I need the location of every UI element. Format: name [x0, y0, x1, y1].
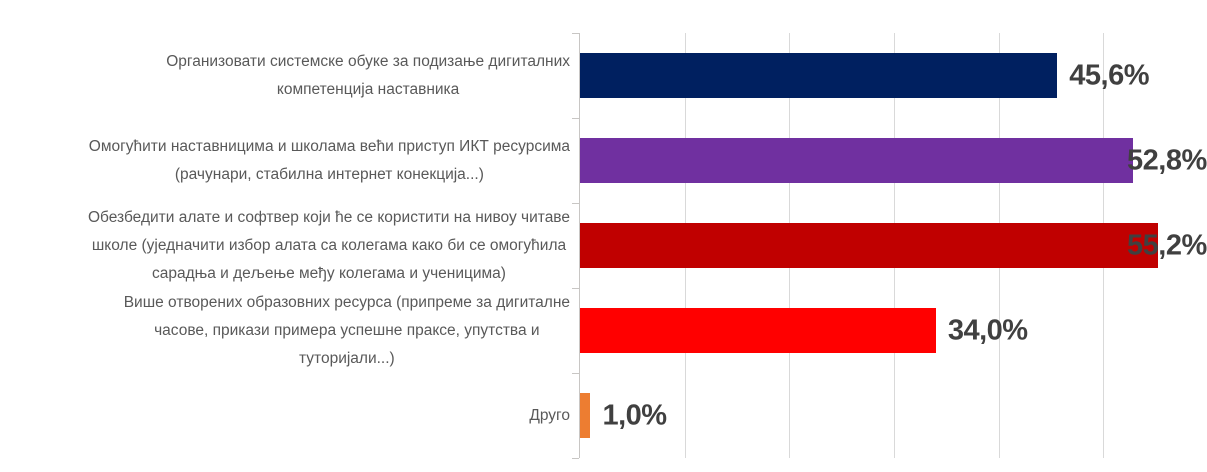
value-label: 45,6% [1069, 59, 1149, 91]
category-row: Друго [0, 373, 579, 458]
category-label: Омогућити наставницима и школама већи пр… [88, 137, 570, 183]
bar [580, 393, 591, 438]
category-row: Више отворених образовних ресурса (припр… [0, 288, 579, 373]
bar-row: 55,2% [580, 203, 1207, 288]
bar [580, 53, 1058, 98]
axis-tick [572, 118, 579, 119]
category-axis-labels: Организовати системске обуке за подизање… [0, 33, 579, 458]
bar [580, 308, 936, 353]
axis-tick [572, 288, 579, 289]
category-label: Друго [529, 406, 570, 424]
category-row: Омогућити наставницима и школама већи пр… [0, 118, 579, 203]
bar [580, 223, 1158, 268]
category-row: Обезбедити алате и софтвер који ће се ко… [0, 203, 579, 288]
bar-row: 52,8% [580, 118, 1207, 203]
category-label: Обезбедити алате и софтвер који ће се ко… [87, 208, 570, 282]
bar-row: 1,0% [580, 373, 1207, 458]
axis-tick [572, 458, 579, 459]
category-label: Организовати системске обуке за подизање… [166, 52, 570, 98]
axis-tick [572, 33, 579, 34]
bar-row: 34,0% [580, 288, 1207, 373]
bars-container: 45,6% 52,8% 55,2% 34,0% 1,0% [580, 33, 1207, 458]
bar-row: 45,6% [580, 33, 1207, 118]
horizontal-bar-chart: Организовати системске обуке за подизање… [0, 33, 1207, 459]
category-row: Организовати системске обуке за подизање… [0, 33, 579, 118]
value-label: 1,0% [602, 399, 667, 431]
value-label: 34,0% [947, 314, 1028, 346]
category-label: Више отворених образовних ресурса (припр… [123, 293, 570, 367]
value-label: 55,2% [1127, 229, 1207, 261]
axis-tick [572, 373, 579, 374]
value-label: 52,8% [1127, 144, 1207, 176]
axis-tick [572, 203, 579, 204]
plot-area: 45,6% 52,8% 55,2% 34,0% 1,0% [572, 33, 1207, 459]
bar [580, 138, 1133, 183]
